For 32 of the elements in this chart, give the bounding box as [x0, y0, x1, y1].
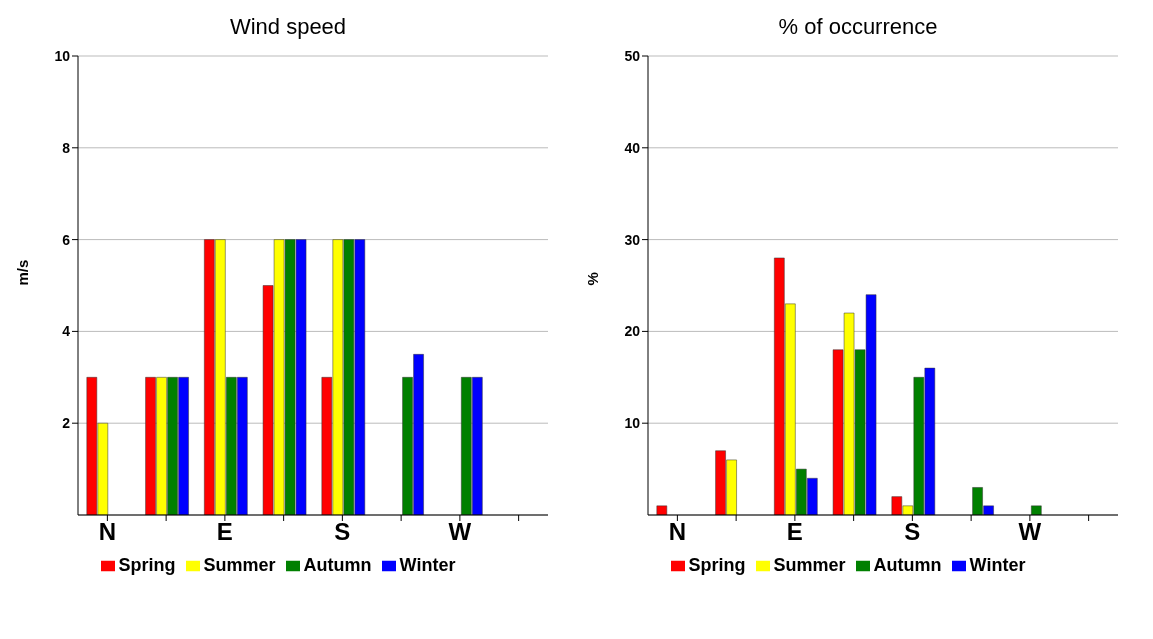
y-tick-label: 10	[54, 47, 71, 64]
legend-label: Spring	[118, 555, 176, 575]
x-tick-label: S	[334, 518, 351, 546]
legend-label: Autumn	[303, 555, 372, 575]
x-tick-label: E	[786, 518, 803, 546]
legend-label: Winter	[969, 555, 1026, 575]
y-tick-label: 40	[624, 139, 641, 156]
y-tick-label: 6	[62, 231, 71, 248]
y-tick-label: 4	[62, 323, 71, 340]
x-tick-label: E	[216, 518, 233, 546]
y-tick-label: 10	[624, 415, 641, 432]
x-tick-label: N	[668, 518, 687, 546]
x-tick-label: S	[904, 518, 921, 546]
y-tick-label: 8	[62, 139, 71, 156]
x-tick-label: W	[1018, 518, 1042, 546]
chart-title: % of occurrence	[777, 14, 939, 40]
legend-label: Summer	[203, 555, 276, 575]
y-axis-title: %	[584, 272, 602, 286]
y-axis-title: m/s	[14, 259, 32, 286]
y-tick-label: 30	[624, 231, 641, 248]
legend-label: Spring	[688, 555, 746, 575]
bar	[1031, 505, 1042, 515]
y-tick-label: 20	[624, 323, 641, 340]
x-tick-label: N	[98, 518, 117, 546]
y-tick-label: 50	[624, 47, 641, 64]
x-tick-label: W	[448, 518, 472, 546]
legend-label: Summer	[773, 555, 846, 575]
chart-title: Wind speed	[228, 14, 348, 40]
legend-label: Autumn	[873, 555, 942, 575]
bar	[656, 505, 668, 515]
legend-label: Winter	[399, 555, 456, 575]
y-tick-label: 2	[62, 415, 71, 432]
